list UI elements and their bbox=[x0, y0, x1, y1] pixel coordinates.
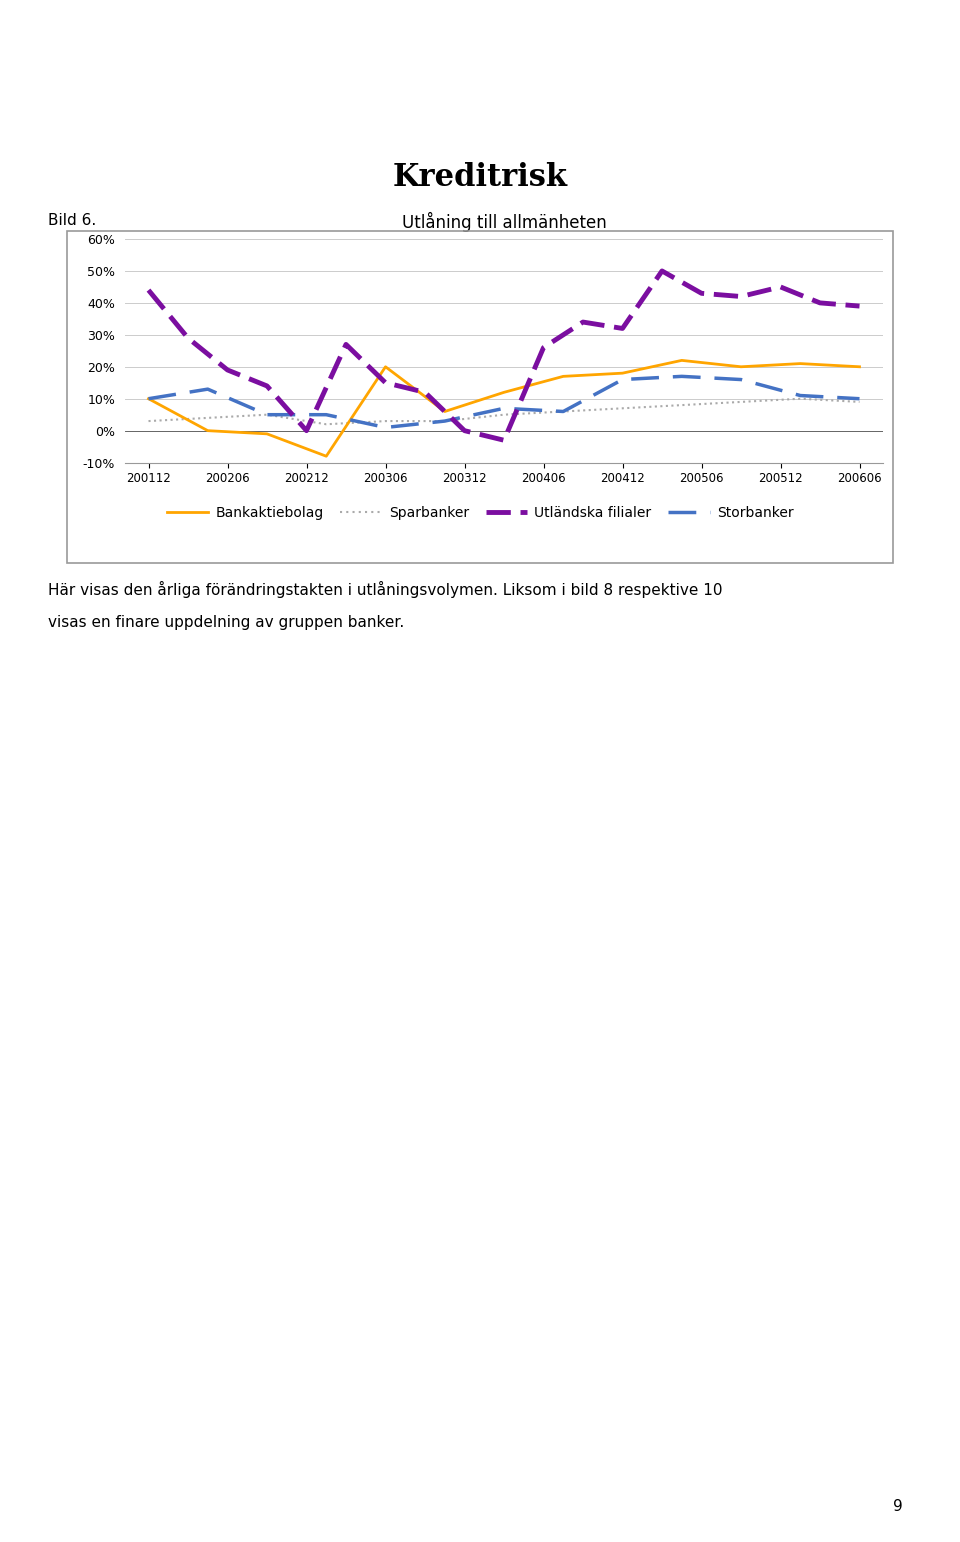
Text: Här visas den årliga förändringstakten i utlåningsvolymen. Liksom i bild 8 respe: Här visas den årliga förändringstakten i… bbox=[48, 581, 723, 598]
Legend: Bankaktiebolag, Sparbanker, Utländska filialer, Storbanker: Bankaktiebolag, Sparbanker, Utländska fi… bbox=[161, 500, 799, 526]
Text: Kreditrisk: Kreditrisk bbox=[393, 162, 567, 193]
Text: 9: 9 bbox=[893, 1499, 902, 1514]
Text: Bild 6.: Bild 6. bbox=[48, 213, 96, 228]
Text: visas en finare uppdelning av gruppen banker.: visas en finare uppdelning av gruppen ba… bbox=[48, 615, 404, 631]
Title: Utlåning till allmänheten: Utlåning till allmänheten bbox=[401, 211, 607, 231]
